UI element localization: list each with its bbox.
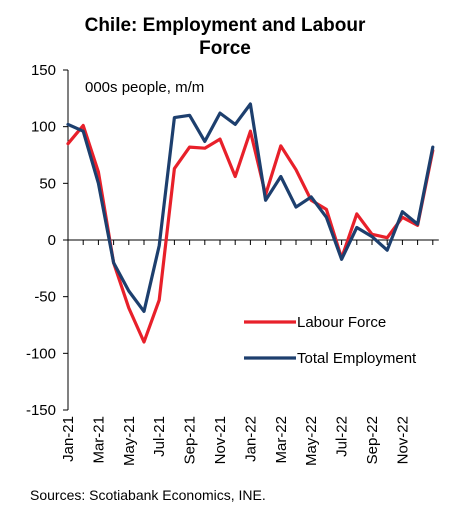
- x-tick-label: Mar-21: [90, 416, 107, 464]
- unit-note: 000s people, m/m: [85, 79, 204, 96]
- legend: Labour Force Total Employment: [244, 314, 417, 367]
- legend-label-total-employment: Total Employment: [297, 350, 417, 367]
- x-tick-label: Nov-22: [394, 416, 411, 464]
- x-tick-label: May-21: [121, 416, 138, 466]
- legend-label-labour-force: Labour Force: [297, 314, 386, 331]
- series-line-total-employment: [66, 102, 435, 313]
- y-tick-label: -100: [26, 345, 56, 362]
- y-tick-label: 150: [31, 62, 56, 79]
- source-note: Sources: Scotiabank Economics, INE.: [30, 487, 266, 503]
- y-tick-label: 0: [48, 232, 56, 249]
- series-line-labour-force: [66, 123, 435, 344]
- x-tick-label: Sep-21: [182, 416, 199, 464]
- y-tick-label: 100: [31, 119, 56, 136]
- x-tick-label: Sep-22: [364, 416, 381, 464]
- x-tick-label: Jul-21: [151, 416, 168, 457]
- chart-title-line2: Force: [199, 38, 251, 59]
- x-tick-label: Jan-21: [60, 416, 77, 462]
- chart-title-line1: Chile: Employment and Labour: [85, 15, 366, 36]
- y-axis: 150 100 50 0 -50 -100 -150: [26, 62, 69, 419]
- x-tick-label: Mar-22: [273, 416, 290, 464]
- x-tick-label: May-22: [303, 416, 320, 466]
- y-tick-label: -50: [34, 289, 56, 306]
- x-tick-label: Nov-21: [212, 416, 229, 464]
- y-tick-label: 50: [39, 175, 56, 192]
- series-lines: [66, 102, 435, 344]
- x-axis: Jan-21 Mar-21 May-21 Jul-21 Sep-21 Nov-21 Jan-…: [60, 239, 439, 466]
- chart-area: Chile: Employment and Labour Force 000s …: [26, 15, 439, 466]
- x-tick-label: Jul-22: [334, 416, 351, 457]
- x-tick-label: Jan-22: [242, 416, 259, 462]
- y-tick-label: -150: [26, 402, 56, 419]
